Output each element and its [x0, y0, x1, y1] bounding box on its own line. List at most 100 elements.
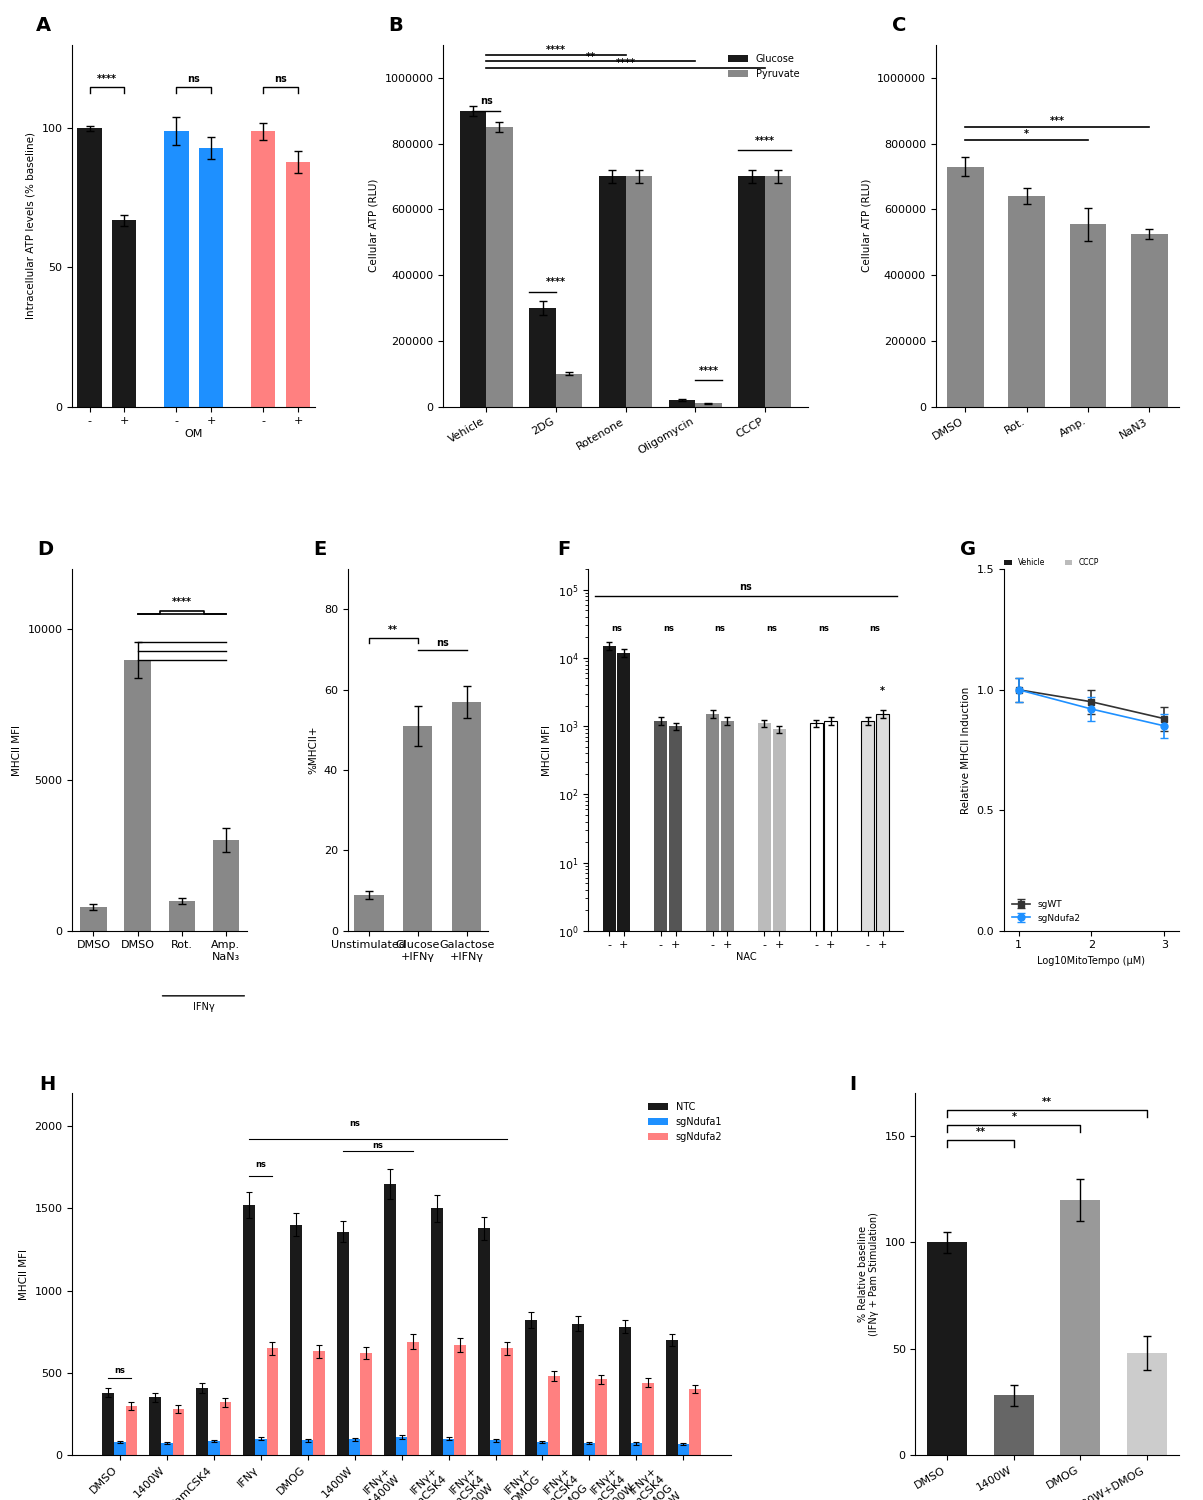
Bar — [1127, 1353, 1167, 1455]
Y-axis label: % Relative baseline
(IFNγ + Pam Stimulation): % Relative baseline (IFNγ + Pam Stimulat… — [858, 1212, 879, 1336]
Y-axis label: Intracellular ATP levels (% baseline): Intracellular ATP levels (% baseline) — [26, 132, 36, 320]
Text: ****: **** — [755, 135, 775, 146]
Bar — [408, 1341, 419, 1455]
Y-axis label: MHCII MFI: MHCII MFI — [543, 724, 552, 776]
Bar — [695, 404, 722, 406]
Bar — [772, 729, 786, 1500]
Text: ****: **** — [546, 45, 565, 56]
Bar — [556, 374, 582, 406]
Text: ns: ns — [663, 624, 674, 633]
Bar — [172, 1408, 184, 1455]
Y-axis label: MHCII MFI: MHCII MFI — [19, 1248, 29, 1299]
Bar — [486, 128, 512, 406]
Text: G: G — [960, 540, 977, 560]
Bar — [861, 722, 875, 1500]
X-axis label: Log10MitoTempo (μM): Log10MitoTempo (μM) — [1037, 956, 1145, 966]
Bar — [460, 111, 486, 406]
Bar — [739, 177, 765, 406]
Bar — [302, 1440, 314, 1455]
Text: C: C — [891, 16, 906, 34]
Bar — [255, 1438, 267, 1455]
Bar — [1008, 196, 1045, 406]
Text: *: * — [1024, 129, 1029, 140]
Text: ns: ns — [349, 1119, 360, 1128]
Bar — [81, 906, 107, 932]
Text: B: B — [389, 16, 403, 34]
Y-axis label: MHCII MFI: MHCII MFI — [12, 724, 22, 776]
Text: ns: ns — [255, 1161, 266, 1170]
Text: ****: **** — [699, 366, 718, 375]
Bar — [626, 177, 652, 406]
Bar — [114, 1442, 125, 1455]
Bar — [630, 1443, 642, 1455]
Bar — [354, 894, 384, 932]
Bar — [758, 723, 771, 1500]
Bar — [455, 1346, 466, 1455]
Bar — [196, 1388, 208, 1455]
Bar — [490, 1440, 502, 1455]
Bar — [403, 726, 432, 932]
Bar — [431, 1209, 443, 1455]
Bar — [478, 1228, 490, 1455]
Bar — [824, 722, 837, 1500]
Bar — [1131, 234, 1168, 406]
Bar — [452, 702, 481, 932]
Text: *: * — [881, 686, 885, 696]
Text: ns: ns — [818, 624, 829, 633]
Bar — [571, 1323, 583, 1455]
Bar — [1061, 1200, 1101, 1455]
Text: ns: ns — [435, 638, 449, 648]
Bar — [994, 1395, 1033, 1455]
Text: **: ** — [586, 53, 595, 62]
Bar — [251, 130, 275, 407]
Legend: Vehicle, Rotenone, Oligomycin, CCCP, Rotenone+Oligomycin, Rotenone+CCCP: Vehicle, Rotenone, Oligomycin, CCCP, Rot… — [1001, 555, 1167, 596]
Bar — [617, 652, 630, 1500]
X-axis label: NAC: NAC — [735, 952, 757, 962]
Bar — [549, 1376, 561, 1455]
Bar — [349, 1440, 361, 1455]
Text: ***: *** — [1050, 116, 1065, 126]
Bar — [314, 1352, 325, 1455]
Legend: Glucose, Pyruvate: Glucose, Pyruvate — [724, 50, 804, 82]
Bar — [583, 1443, 595, 1455]
Bar — [618, 1328, 630, 1455]
Bar — [267, 1348, 278, 1455]
Y-axis label: Relative MHCII Induction: Relative MHCII Induction — [961, 687, 971, 813]
Bar — [665, 1340, 677, 1455]
Bar — [384, 1184, 396, 1455]
Text: ****: **** — [172, 597, 191, 608]
Text: ns: ns — [715, 624, 725, 633]
Bar — [165, 130, 189, 407]
Text: ns: ns — [611, 624, 622, 633]
Bar — [102, 1392, 114, 1455]
Bar — [599, 177, 626, 406]
Bar — [502, 1348, 514, 1455]
Bar — [161, 1443, 172, 1455]
Bar — [706, 714, 719, 1500]
Legend: NTC, sgNdufa1, sgNdufa2: NTC, sgNdufa1, sgNdufa2 — [645, 1098, 727, 1146]
Text: A: A — [36, 16, 51, 34]
Bar — [213, 840, 239, 932]
Text: F: F — [557, 540, 570, 560]
Bar — [642, 1383, 654, 1455]
Text: IFNγ: IFNγ — [192, 1002, 214, 1013]
Text: *: * — [1012, 1112, 1017, 1122]
Text: ****: **** — [546, 278, 565, 286]
Bar — [208, 1442, 220, 1455]
Bar — [220, 1402, 231, 1455]
Text: ns: ns — [373, 1140, 384, 1149]
Bar — [689, 1389, 701, 1455]
Text: ****: **** — [616, 58, 635, 69]
Bar — [243, 1204, 255, 1455]
Bar — [677, 1444, 689, 1455]
Text: **: ** — [1042, 1096, 1053, 1107]
Bar — [124, 660, 150, 932]
Y-axis label: Cellular ATP (RLU): Cellular ATP (RLU) — [861, 178, 871, 273]
Bar — [443, 1438, 455, 1455]
Bar — [876, 714, 889, 1500]
Bar — [595, 1380, 608, 1455]
Bar — [947, 166, 984, 407]
Bar — [396, 1437, 408, 1455]
Text: ns: ns — [480, 96, 492, 106]
Bar — [525, 1320, 537, 1455]
